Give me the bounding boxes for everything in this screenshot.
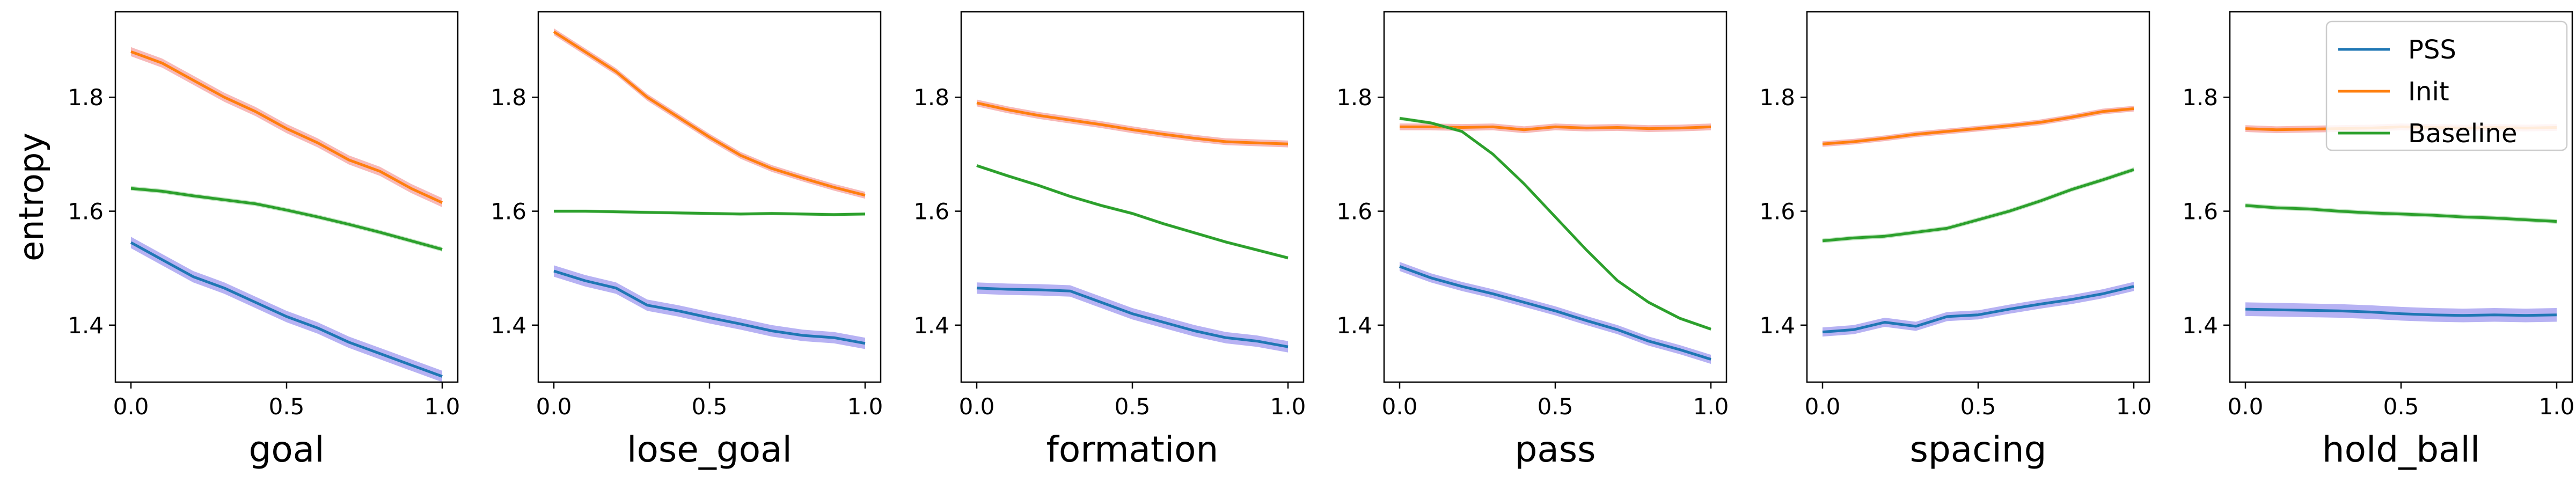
x-tick-label: 1.0 [2539,393,2575,420]
x-axis-label: hold_ball [2322,429,2480,470]
axes-frame [1383,11,1728,383]
axes-frame [960,11,1305,383]
x-tick-label: 1.0 [1270,393,1306,420]
x-tick-label: 1.0 [2116,393,2152,420]
y-tick-label: 1.6 [1336,199,1372,225]
y-tick-label: 1.8 [2182,84,2218,111]
series-line-baseline [1822,168,2134,243]
series-line-baseline [2245,204,2557,223]
y-tick-label: 1.6 [491,199,526,225]
x-axis-label: goal [248,429,324,470]
series-line-pss [130,241,443,378]
series-band-init [977,99,1288,148]
chart-panel-hold_ball: 0.0 0.5 1.0 1.4 1.6 1.8 hold_ball PSS Init Baseli… [2182,11,2575,470]
series-line-pss [1399,265,1711,361]
series-band-pss [2245,302,2557,323]
series-line-baseline [130,187,443,251]
series-line-init [976,101,1289,145]
legend-label-init: Init [2408,77,2449,107]
x-axis-label: formation [1046,429,1219,470]
x-tick-label: 0.0 [1805,393,1841,420]
chart-panel-goal: 0.0 0.5 1.0 1.4 1.6 1.8 goal entropy [12,11,460,470]
y-tick-label: 1.4 [1336,312,1372,339]
x-tick-label: 1.0 [425,393,460,420]
chart-panel-lose_goal: 0.0 0.5 1.0 1.4 1.6 1.8 lose_goal [491,11,883,470]
series-line-pss [976,287,1289,348]
series-line-baseline [976,164,1289,260]
series-band-baseline [1823,167,2134,243]
y-tick-label: 1.4 [491,312,526,339]
x-tick-label: 0.5 [1960,393,1996,420]
y-tick-label: 1.6 [1759,199,1795,225]
series-band-pss [1400,262,1711,364]
y-tick-label: 1.8 [1336,84,1372,111]
legend-label-pss: PSS [2408,35,2456,65]
series-line-pss [2245,308,2557,317]
x-tick-label: 0.0 [536,393,572,420]
series-line-init [130,50,443,204]
x-tick-label: 0.0 [113,393,149,420]
y-tick-label: 1.6 [68,199,104,225]
y-tick-label: 1.8 [913,84,949,111]
y-tick-label: 1.6 [913,199,949,225]
x-tick-label: 0.5 [269,393,305,420]
chart-panel-pass: 0.0 0.5 1.0 1.4 1.6 1.8 pass [1336,11,1729,470]
series-band-baseline [131,186,442,252]
chart-panel-formation: 0.0 0.5 1.0 1.4 1.6 1.8 formation [913,11,1306,470]
legend: PSS Init Baseline [2325,20,2568,151]
x-tick-label: 0.0 [2228,393,2264,420]
legend-label-baseline: Baseline [2408,119,2518,149]
x-tick-label: 0.5 [692,393,728,420]
series-line-pss [1822,285,2134,334]
series-band-pss [131,237,442,382]
y-tick-label: 1.8 [68,84,104,111]
x-tick-label: 1.0 [1693,393,1729,420]
series-band-baseline [1400,116,1711,331]
x-tick-label: 0.0 [1382,393,1418,420]
series-band-pss [554,265,865,349]
y-tick-label: 1.6 [2182,199,2218,225]
x-axis-label: lose_goal [627,429,792,470]
series-band-init [554,28,865,199]
legend-box [2325,20,2568,151]
series-band-pss [977,282,1288,353]
y-tick-label: 1.4 [68,312,104,339]
x-tick-label: 0.5 [1538,393,1574,420]
x-axis-label: spacing [1909,429,2046,470]
chart-panel-spacing: 0.0 0.5 1.0 1.4 1.6 1.8 spacing [1759,11,2152,470]
y-tick-label: 1.4 [913,312,949,339]
series-line-pss [553,269,866,345]
series-band-pss [1823,282,2134,337]
series-line-baseline [1399,117,1711,331]
y-tick-label: 1.8 [1759,84,1795,111]
x-tick-label: 1.0 [847,393,883,420]
x-tick-label: 0.5 [1115,393,1151,420]
y-tick-label: 1.4 [2182,312,2218,339]
series-line-init [553,31,866,197]
x-tick-label: 0.5 [2383,393,2419,420]
series-line-baseline [554,210,866,216]
y-tick-label: 1.8 [491,84,526,111]
series-line-init [1822,107,2134,145]
y-tick-label: 1.4 [1759,312,1795,339]
x-tick-label: 0.0 [959,393,995,420]
y-axis-label: entropy [12,133,51,261]
axes-frame [537,11,882,383]
x-axis-label: pass [1514,429,1596,470]
